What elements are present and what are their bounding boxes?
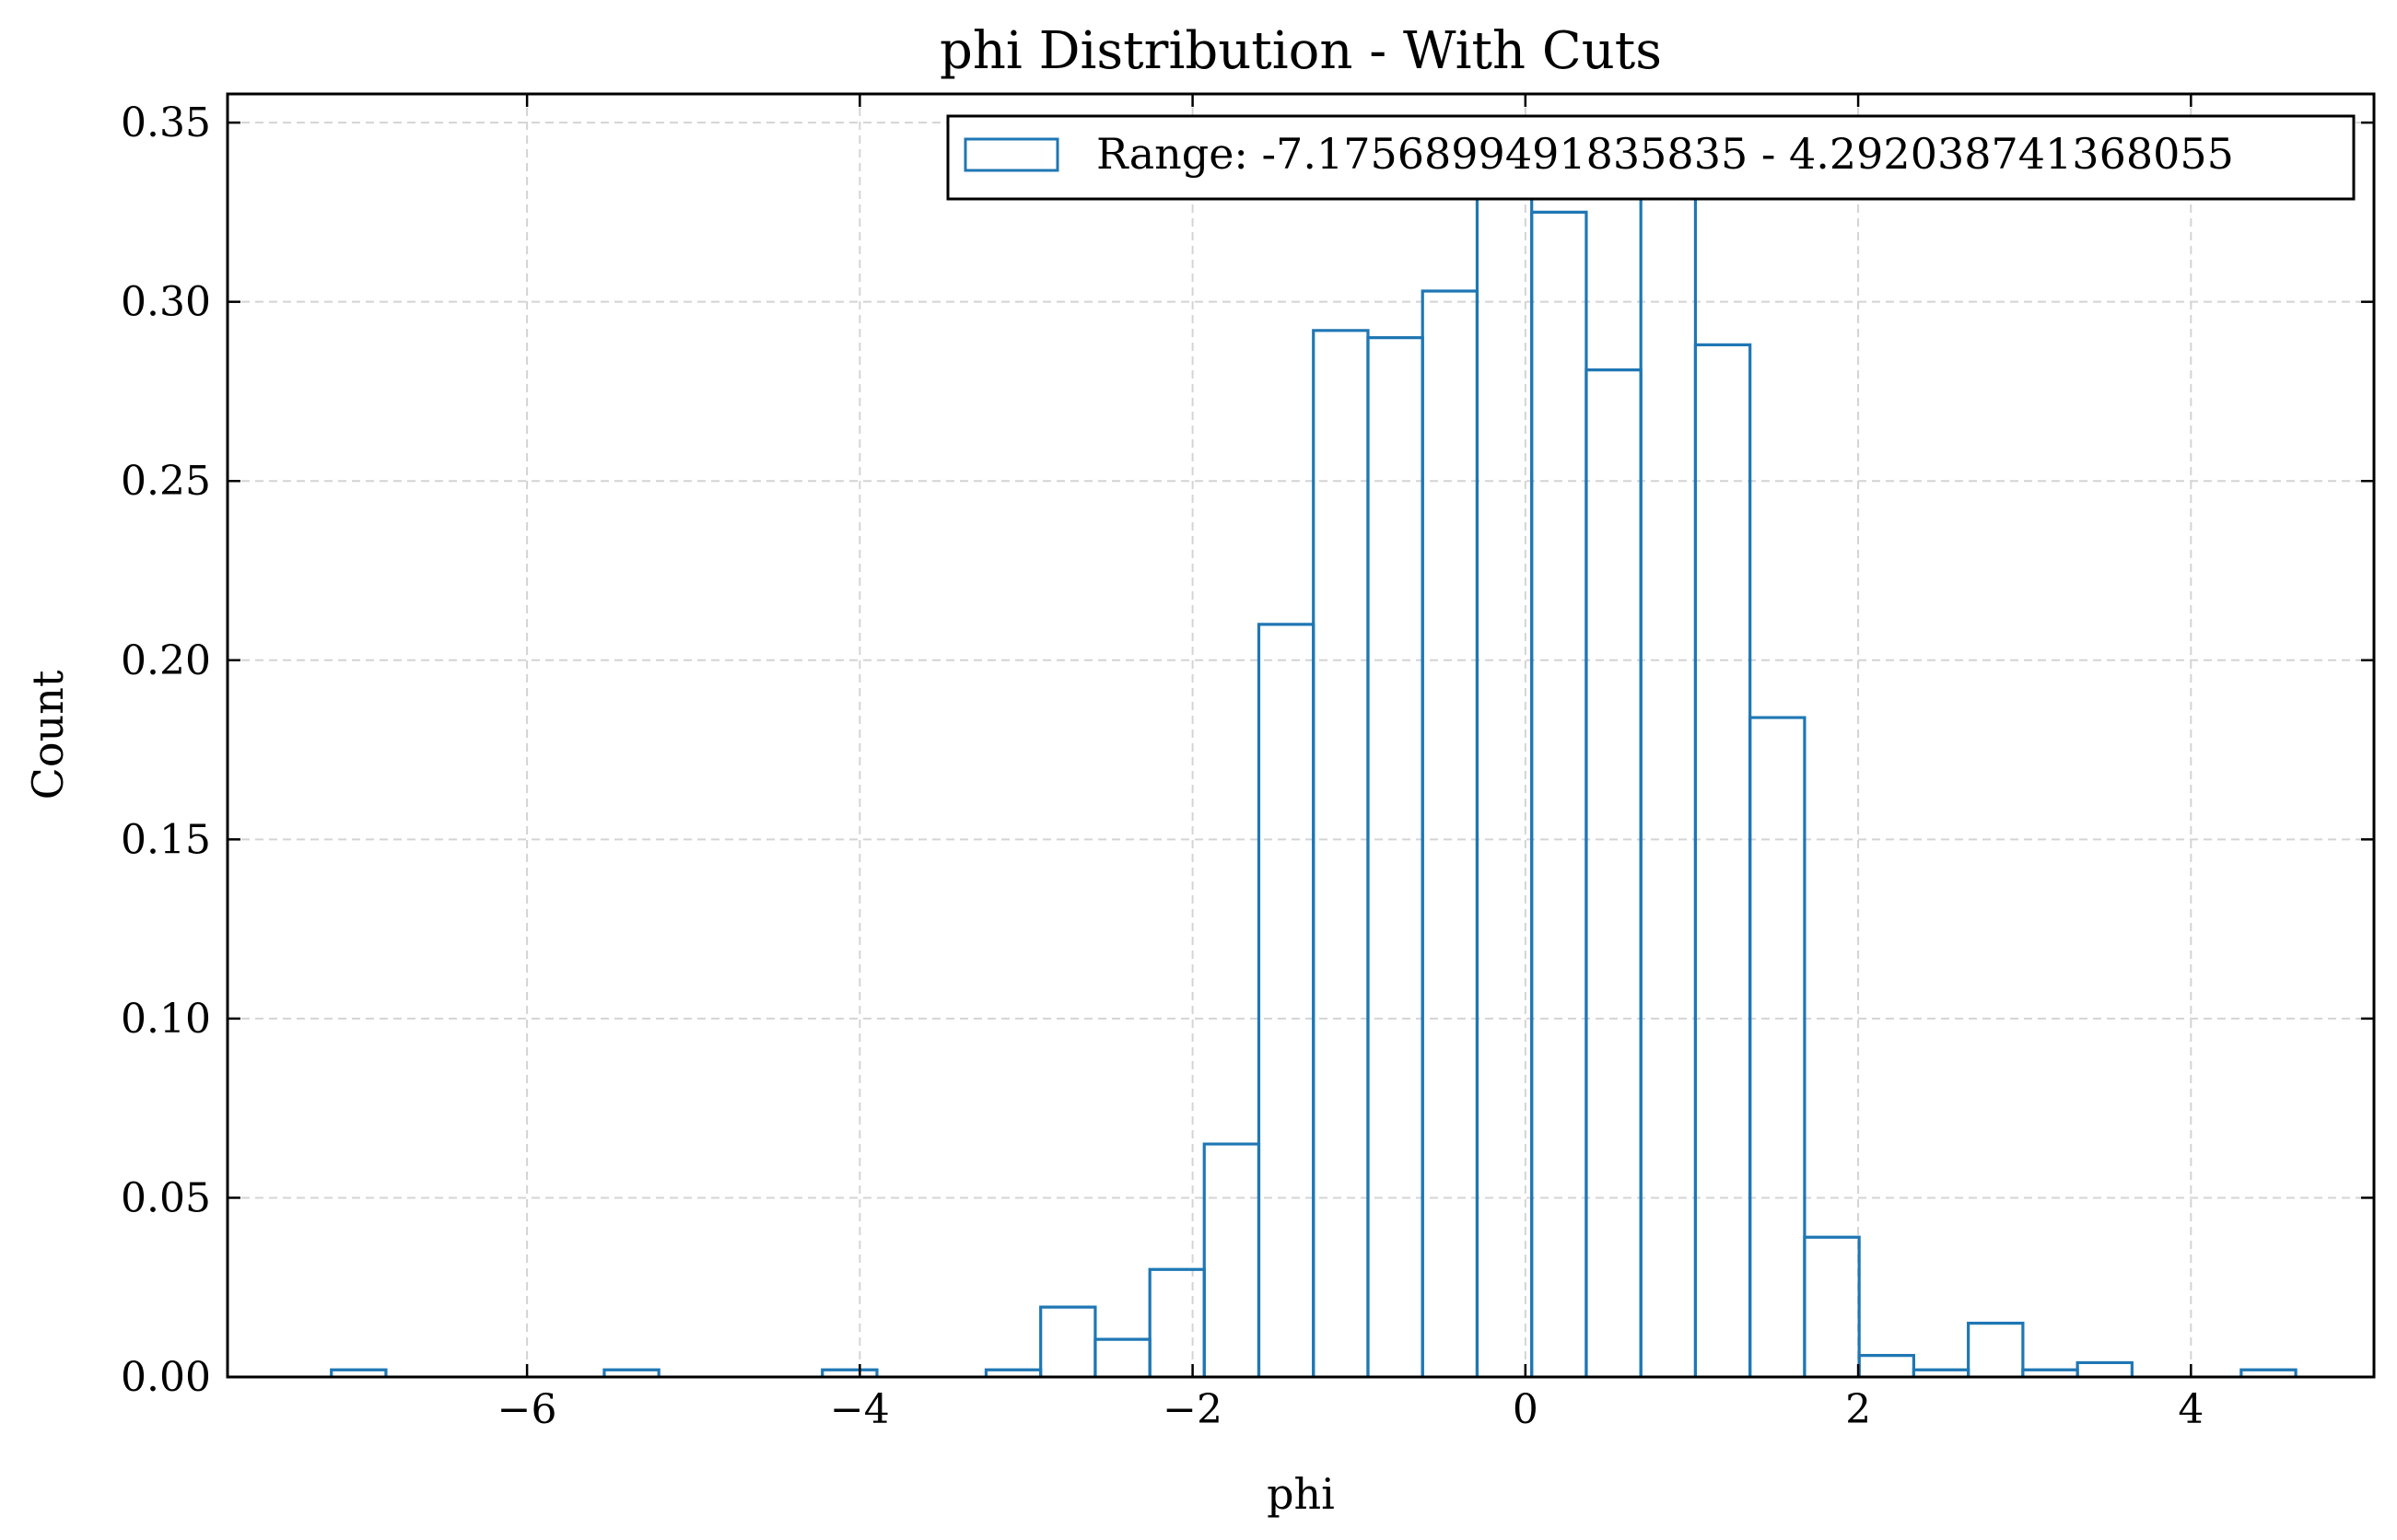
histogram-bin <box>821 1368 879 1377</box>
histogram-bin <box>1803 1235 1861 1377</box>
y-tick-label: 0.05 <box>121 1174 211 1221</box>
histogram-bin <box>2075 1360 2134 1377</box>
histogram-bin <box>602 1368 661 1377</box>
x-tick-label: −6 <box>497 1386 557 1433</box>
histogram-bin <box>1748 716 1807 1377</box>
y-tick-label: 0.20 <box>121 637 211 684</box>
histogram-bins <box>330 138 2298 1377</box>
y-tick-label: 0.00 <box>121 1354 211 1401</box>
x-tick-label: −2 <box>1163 1386 1222 1433</box>
legend: Range: -7.1756899491835835 - 4.292038741… <box>946 114 2356 201</box>
y-tick-label: 0.25 <box>121 458 211 505</box>
chart-title: phi Distribution - With Cuts <box>940 21 1662 81</box>
x-tick-label: 2 <box>1845 1386 1871 1433</box>
y-axis-label: Count <box>23 670 73 799</box>
legend-box <box>946 114 2356 201</box>
x-tick-label: 4 <box>2178 1386 2204 1433</box>
legend-swatch <box>964 137 1059 172</box>
y-tick-label: 0.15 <box>121 816 211 863</box>
histogram-bin <box>1967 1322 2025 1377</box>
y-tick-label: 0.30 <box>121 279 211 326</box>
plot-frame <box>226 92 2376 1379</box>
histogram-bin <box>330 1368 388 1377</box>
legend-entry-label: Range: -7.1756899491835835 - 4.292038741… <box>1096 129 2234 179</box>
y-tick-label: 0.10 <box>121 996 211 1043</box>
histogram-bin <box>2239 1368 2298 1377</box>
y-tick-label: 0.35 <box>121 99 211 146</box>
x-tick-label: 0 <box>1513 1386 1538 1433</box>
x-tick-label: −4 <box>830 1386 890 1433</box>
x-axis-label: phi <box>1267 1469 1335 1519</box>
axis-ticks: −6 −4 −2 0 2 4 0.00 0.05 0.10 0.15 0.20 0.25 0.30 0.3… <box>121 94 2374 1433</box>
